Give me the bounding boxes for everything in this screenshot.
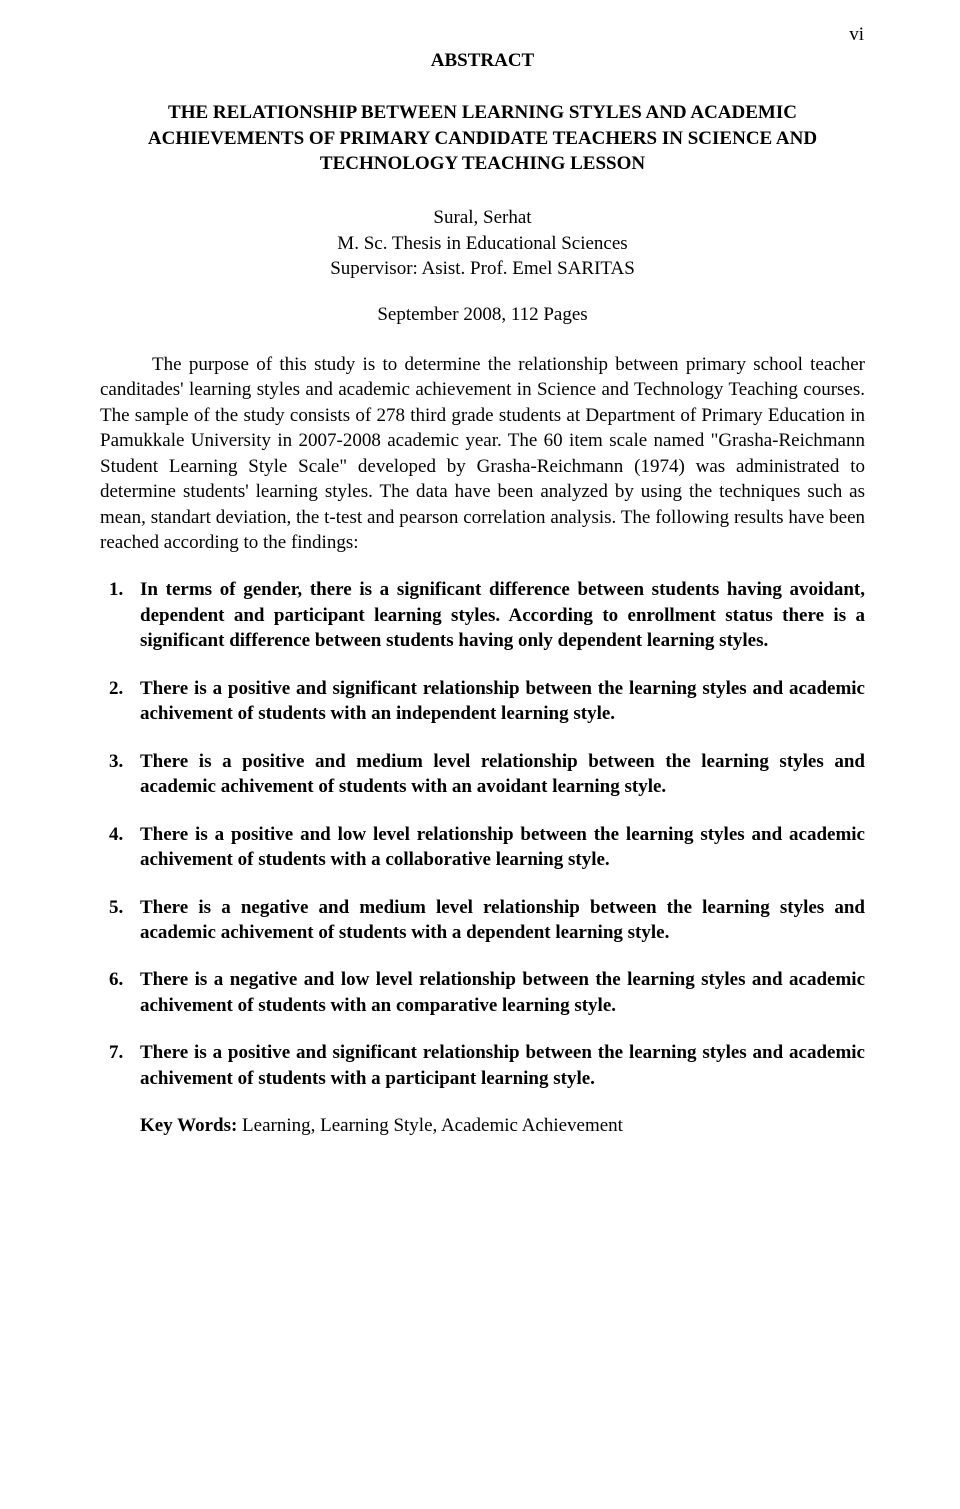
author-name: Sural, Serhat xyxy=(433,207,531,228)
finding-item: There is a negative and medium level rel… xyxy=(128,895,865,946)
abstract-body: The purpose of this study is to determin… xyxy=(100,352,865,556)
keywords-line: Key Words: Learning, Learning Style, Aca… xyxy=(100,1115,865,1137)
title-line-1: THE RELATIONSHIP BETWEEN LEARNING STYLES… xyxy=(168,102,797,123)
finding-item: In terms of gender, there is a significa… xyxy=(128,577,865,653)
finding-item: There is a positive and significant rela… xyxy=(128,676,865,727)
document-page: vi ABSTRACT THE RELATIONSHIP BETWEEN LEA… xyxy=(0,0,960,1509)
finding-item: There is a positive and medium level rel… xyxy=(128,749,865,800)
title-line-2: ACHIEVEMENTS OF PRIMARY CANDIDATE TEACHE… xyxy=(148,128,817,149)
author-block: Sural, Serhat M. Sc. Thesis in Education… xyxy=(100,205,865,282)
abstract-heading: ABSTRACT xyxy=(100,50,865,72)
author-supervisor: Supervisor: Asist. Prof. Emel SARITAS xyxy=(330,258,635,279)
finding-item: There is a positive and low level relati… xyxy=(128,822,865,873)
keywords-label: Key Words: xyxy=(140,1115,237,1136)
date-line: September 2008, 112 Pages xyxy=(100,304,865,326)
keywords-value: Learning, Learning Style, Academic Achie… xyxy=(237,1115,623,1136)
author-degree: M. Sc. Thesis in Educational Sciences xyxy=(337,233,627,254)
finding-item: There is a negative and low level relati… xyxy=(128,967,865,1018)
title-line-3: TECHNOLOGY TEACHING LESSON xyxy=(320,153,645,174)
finding-item: There is a positive and significant rela… xyxy=(128,1040,865,1091)
findings-list: In terms of gender, there is a significa… xyxy=(100,577,865,1091)
page-number: vi xyxy=(849,24,864,46)
document-title: THE RELATIONSHIP BETWEEN LEARNING STYLES… xyxy=(100,100,865,177)
